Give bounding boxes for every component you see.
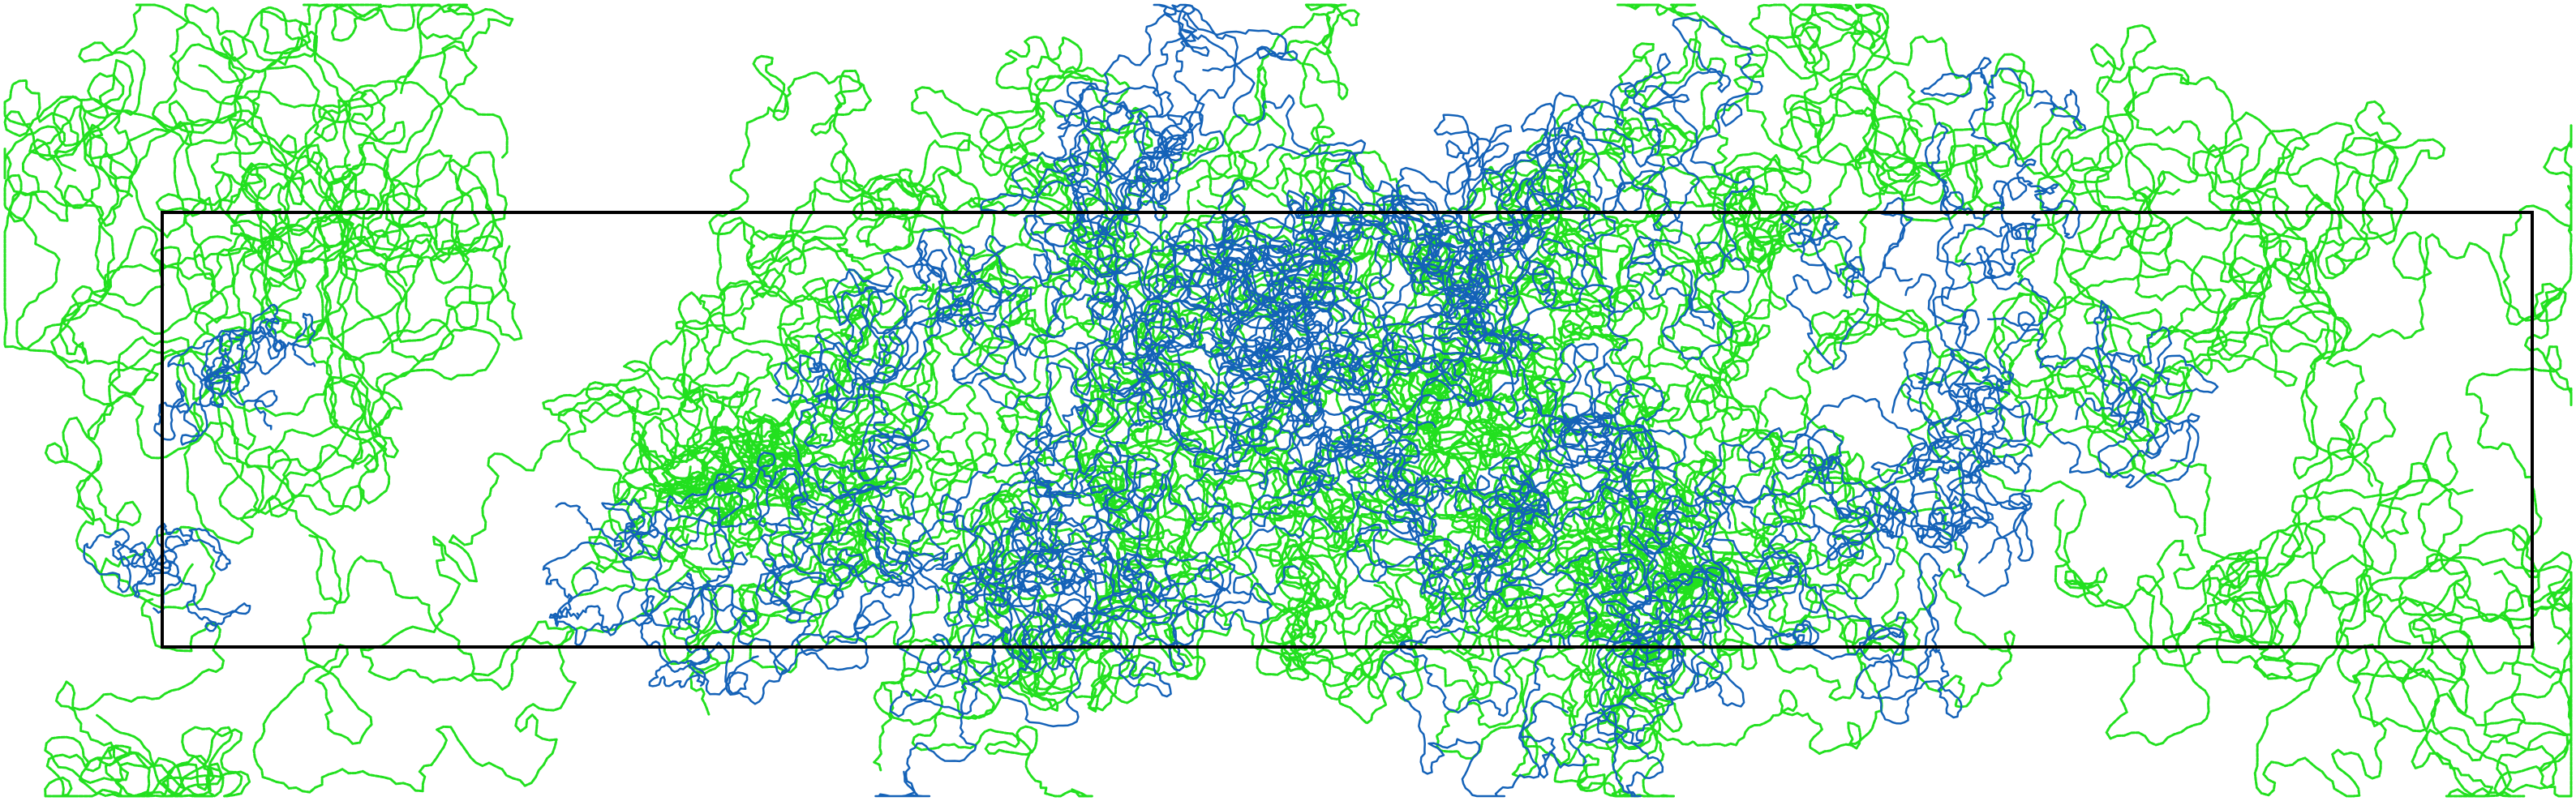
- blue-chain: [1780, 197, 1913, 371]
- blue-chain: [1053, 3, 1367, 349]
- green-chain: [2230, 124, 2573, 645]
- green-chain: [750, 86, 1014, 426]
- green-chain: [1521, 451, 1921, 767]
- green-chain: [830, 106, 1143, 485]
- blue-chain: [548, 498, 653, 647]
- green-chain: [1564, 375, 1740, 628]
- green-chain: [44, 373, 577, 794]
- green-chain: [359, 291, 725, 684]
- green-chain: [2231, 478, 2573, 798]
- blue-chain: [1091, 122, 1715, 493]
- blue-chain: [989, 402, 1299, 728]
- blue-chain: [1249, 191, 1599, 542]
- blue-chain: [148, 522, 251, 632]
- green-chain: [708, 36, 1191, 272]
- blue-chain: [1903, 222, 2050, 426]
- blue-chain: [1380, 495, 1640, 798]
- green-chain: [58, 162, 381, 520]
- green-chain: [2036, 65, 2402, 535]
- green-chain: [1196, 3, 1555, 319]
- blue-chain: [1940, 177, 2081, 484]
- green-chain: [3, 3, 338, 406]
- blue-chain: [1464, 425, 1875, 661]
- green-chain: [2069, 76, 2446, 346]
- blue-chain: [1143, 229, 1539, 498]
- green-chain: [3, 43, 287, 365]
- blue-chain: [1599, 433, 1830, 709]
- green-chain: [1285, 511, 1676, 798]
- green-chain: [75, 221, 434, 610]
- blue-chain: [879, 453, 1230, 717]
- green-chain: [2335, 528, 2573, 798]
- green-chain: [852, 195, 1192, 467]
- blue-chain: [1968, 299, 2192, 478]
- green-chain: [1257, 148, 1665, 453]
- blue-chain: [2039, 326, 2219, 489]
- blue-chain: [153, 360, 278, 446]
- blue-chain: [1932, 387, 2034, 562]
- green-chain: [1783, 24, 2180, 458]
- green-chain: [1733, 3, 2035, 223]
- blue-chain: [167, 303, 279, 396]
- green-chain: [2218, 396, 2573, 798]
- blue-chain: [874, 405, 1157, 798]
- blue-chain: [1668, 394, 1954, 614]
- blue-chain: [1870, 358, 2010, 508]
- blue-chain: [636, 572, 711, 688]
- green-chain: [1177, 391, 1492, 640]
- blue-chain: [1920, 57, 2087, 268]
- green-chain: [612, 294, 909, 583]
- blue-chain: [1907, 435, 2028, 598]
- blue-chain: [811, 234, 1033, 402]
- simulation-box-outline: [161, 211, 2534, 649]
- blue-polymer-chains: [83, 3, 2219, 798]
- blue-chain: [1855, 553, 1963, 725]
- blue-chain: [1507, 16, 1763, 361]
- blue-chain: [1820, 451, 1983, 561]
- blue-chain: [83, 528, 185, 598]
- blue-chain: [1013, 379, 1389, 698]
- green-chain: [44, 598, 251, 798]
- blue-chain: [651, 451, 1007, 705]
- green-chain: [215, 143, 523, 459]
- blue-chain: [755, 290, 930, 615]
- blue-chain: [1328, 189, 1664, 580]
- green-chain: [2126, 89, 2410, 539]
- blue-chain: [943, 470, 1236, 672]
- blue-chain: [1045, 244, 1477, 465]
